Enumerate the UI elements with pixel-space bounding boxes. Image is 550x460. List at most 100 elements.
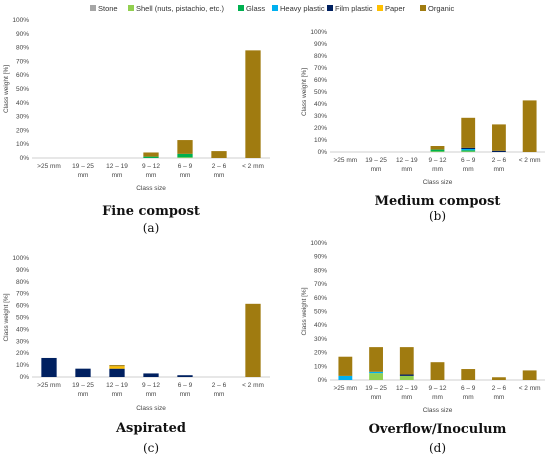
y-tick-label: 70% bbox=[314, 65, 327, 72]
x-tick-label: 6 – 9 mm bbox=[461, 385, 476, 401]
x-tick-label: 6 – 9 mm bbox=[178, 163, 193, 179]
bar-segment bbox=[143, 373, 159, 377]
y-tick-label: 90% bbox=[314, 254, 327, 261]
bar-segment bbox=[461, 117, 476, 148]
legend-item: Heavy plastic bbox=[272, 4, 325, 13]
x-tick-label: < 2 mm bbox=[519, 157, 541, 164]
bar-segment bbox=[338, 356, 353, 376]
legend-label: Paper bbox=[385, 4, 406, 13]
y-tick-label: 0% bbox=[20, 374, 30, 381]
legend-swatch bbox=[238, 5, 244, 12]
x-tick-label: >25 mm bbox=[334, 385, 358, 392]
y-tick-label: 20% bbox=[16, 127, 29, 134]
y-tick-label: 100% bbox=[12, 17, 29, 24]
x-tick-label: >25 mm bbox=[37, 163, 61, 170]
y-tick-label: 70% bbox=[16, 58, 29, 65]
y-tick-label: 10% bbox=[16, 141, 29, 148]
legend-swatch bbox=[420, 5, 426, 12]
y-tick-label: 60% bbox=[16, 303, 29, 310]
bar-segment bbox=[177, 153, 193, 158]
panel-label: (d) bbox=[429, 441, 446, 455]
y-axis-label: Class weight [%] bbox=[3, 293, 10, 341]
y-tick-label: 10% bbox=[314, 137, 327, 144]
bar-segment bbox=[430, 362, 445, 380]
bar-segment bbox=[75, 368, 91, 377]
y-tick-label: 30% bbox=[314, 336, 327, 343]
legend-item: Organic bbox=[420, 4, 454, 13]
y-tick-label: 70% bbox=[16, 291, 29, 298]
x-tick-label: 9 – 12 mm bbox=[428, 385, 446, 401]
x-tick-label: 19 – 25 mm bbox=[72, 163, 94, 179]
x-tick-label: 19 – 25 mm bbox=[365, 385, 387, 401]
bar-segment bbox=[461, 150, 476, 152]
x-tick-label: 2 – 6 mm bbox=[492, 385, 507, 401]
y-tick-label: 30% bbox=[16, 338, 29, 345]
bar-segment bbox=[245, 50, 261, 158]
y-tick-label: 30% bbox=[314, 113, 327, 120]
legend-swatch bbox=[272, 5, 278, 12]
y-tick-label: 10% bbox=[314, 363, 327, 370]
panel-label: (c) bbox=[143, 441, 159, 455]
y-tick-label: 90% bbox=[16, 31, 29, 38]
bar-segment bbox=[109, 365, 125, 367]
x-tick-label: < 2 mm bbox=[519, 385, 541, 392]
y-tick-label: 50% bbox=[314, 89, 327, 96]
bar-segment bbox=[369, 371, 383, 374]
legend-item: Shell (nuts, pistachio, etc.) bbox=[128, 4, 224, 13]
bar-segment bbox=[492, 124, 506, 151]
bar-segment bbox=[461, 147, 476, 149]
bar-segment bbox=[430, 151, 445, 152]
x-axis-label: Class size bbox=[423, 179, 453, 186]
y-tick-label: 80% bbox=[16, 45, 29, 52]
bar-segment bbox=[177, 375, 193, 377]
bar-segment bbox=[338, 375, 353, 380]
legend-swatch bbox=[90, 5, 96, 12]
y-tick-label: 80% bbox=[314, 267, 327, 274]
y-tick-label: 0% bbox=[318, 149, 328, 156]
legend-swatch bbox=[377, 5, 383, 12]
x-tick-label: 19 – 25 mm bbox=[72, 382, 94, 398]
y-tick-label: 0% bbox=[20, 155, 30, 162]
y-tick-label: 80% bbox=[16, 279, 29, 286]
y-tick-label: 30% bbox=[16, 114, 29, 121]
chart-title: Aspirated bbox=[115, 421, 186, 436]
y-tick-label: 60% bbox=[314, 295, 327, 302]
bar-segment bbox=[369, 373, 383, 380]
x-tick-label: < 2 mm bbox=[242, 382, 264, 389]
x-axis-label: Class size bbox=[136, 405, 166, 412]
x-tick-label: 12 – 19 mm bbox=[396, 157, 418, 173]
bar-segment bbox=[399, 347, 414, 375]
bar-segment bbox=[399, 374, 414, 376]
bar-segment bbox=[430, 146, 445, 150]
y-tick-label: 20% bbox=[314, 350, 327, 357]
y-tick-label: 50% bbox=[314, 309, 327, 316]
bar-segment bbox=[109, 366, 125, 369]
x-axis-label: Class size bbox=[423, 407, 453, 414]
bar-segment bbox=[492, 377, 506, 380]
x-tick-label: 2 – 6 mm bbox=[212, 163, 227, 179]
chart-panel: 0% 10% 20% 30% 40% 50% 60% 70% 80% 90% 100% Class w… bbox=[3, 17, 270, 235]
legend-label: Stone bbox=[98, 4, 118, 13]
y-axis-label: Class weight [%] bbox=[301, 287, 308, 335]
legend-label: Heavy plastic bbox=[280, 4, 325, 13]
bar-segment bbox=[492, 150, 506, 152]
bar-segment bbox=[399, 375, 414, 380]
y-tick-label: 60% bbox=[314, 77, 327, 84]
bar-segment bbox=[522, 370, 537, 380]
y-tick-label: 10% bbox=[16, 362, 29, 369]
x-tick-label: 12 – 19 mm bbox=[106, 382, 128, 398]
y-tick-label: 40% bbox=[16, 326, 29, 333]
chart-title: Overflow/Inoculum bbox=[369, 422, 507, 437]
y-tick-label: 60% bbox=[16, 72, 29, 79]
y-axis-label: Class weight [%] bbox=[3, 65, 10, 113]
y-tick-label: 100% bbox=[310, 240, 327, 247]
y-tick-label: 40% bbox=[16, 100, 29, 107]
y-tick-label: 90% bbox=[16, 267, 29, 274]
bar-segment bbox=[143, 156, 159, 158]
x-tick-label: < 2 mm bbox=[242, 163, 264, 170]
legend-swatch bbox=[128, 5, 134, 12]
y-tick-label: 50% bbox=[16, 86, 29, 93]
y-tick-label: 90% bbox=[314, 41, 327, 48]
x-tick-label: 19 – 25 mm bbox=[365, 157, 387, 173]
